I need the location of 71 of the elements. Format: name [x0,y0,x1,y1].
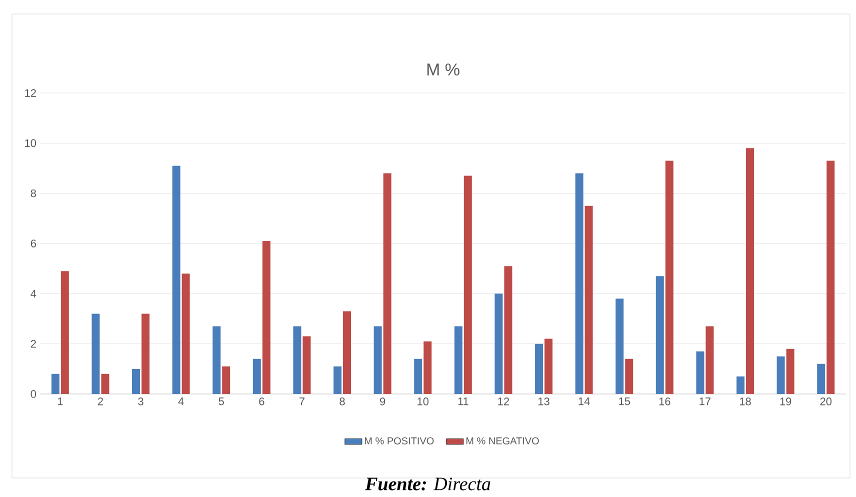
bar [776,356,785,394]
bar [212,326,221,394]
x-tick-label: 16 [659,398,670,406]
bar [222,366,230,394]
bar [414,358,422,394]
y-tick-label: 2 [30,340,36,348]
bar [665,160,674,394]
bar [383,173,392,394]
x-tick-label: 15 [619,398,630,406]
bar [696,351,704,394]
x-tick-label: 14 [578,398,590,406]
x-tick-label: 12 [498,398,510,406]
bar [504,266,512,394]
x-tick-label: 6 [259,398,264,406]
legend-label: M % NEGATIVO [466,437,539,444]
chart-title: M % [427,64,460,76]
bar [454,326,462,394]
bar [293,326,302,394]
bar [60,271,69,394]
x-tick-label: 10 [418,398,429,406]
bar [51,374,60,394]
x-tick-label: 3 [138,398,144,406]
bar [584,206,593,394]
bar [424,341,432,394]
bar [616,298,624,394]
x-tick-label: 11 [458,398,468,406]
bar [817,364,826,394]
x-tick-label: 5 [218,398,224,406]
x-tick-label: 9 [380,398,386,406]
x-tick-label: 20 [820,398,832,406]
x-tick-label: 18 [740,398,751,406]
bar [343,311,352,394]
bar [826,160,835,394]
bar [142,314,150,394]
bar [575,173,584,394]
bar [172,166,180,394]
text: Fuente: Directa [365,478,490,490]
x-tick-label: 13 [538,398,550,406]
bar [302,336,311,394]
y-tick-label: 0 [30,390,36,398]
bar [656,276,664,394]
bar [374,326,382,394]
y-tick-label: 8 [30,189,36,198]
bar [92,314,100,394]
bar [535,344,544,394]
bar [252,358,261,394]
y-tick-label: 10 [25,139,36,148]
legend-label: M % POSITIVO [364,437,434,444]
bar [334,366,342,394]
bar [786,348,794,394]
bar [625,358,634,394]
bar [182,274,190,394]
y-tick-label: 4 [30,290,36,298]
x-tick-label: 1 [58,398,63,406]
y-tick-label: 6 [30,240,36,248]
x-tick-label: 17 [700,398,711,406]
x-tick-label: 4 [178,398,184,406]
x-tick-label: 19 [780,398,792,406]
x-tick-label: 7 [299,398,304,406]
bar [736,376,744,394]
x-tick-label: 8 [340,398,345,406]
bar [544,338,553,394]
bar [464,176,472,394]
bar [706,326,714,394]
bar [132,368,140,394]
bar [494,294,503,394]
bar [262,240,270,394]
x-tick-label: 2 [98,398,103,406]
y-tick-label: 12 [25,89,36,97]
bar [746,148,754,394]
bar [101,374,110,394]
